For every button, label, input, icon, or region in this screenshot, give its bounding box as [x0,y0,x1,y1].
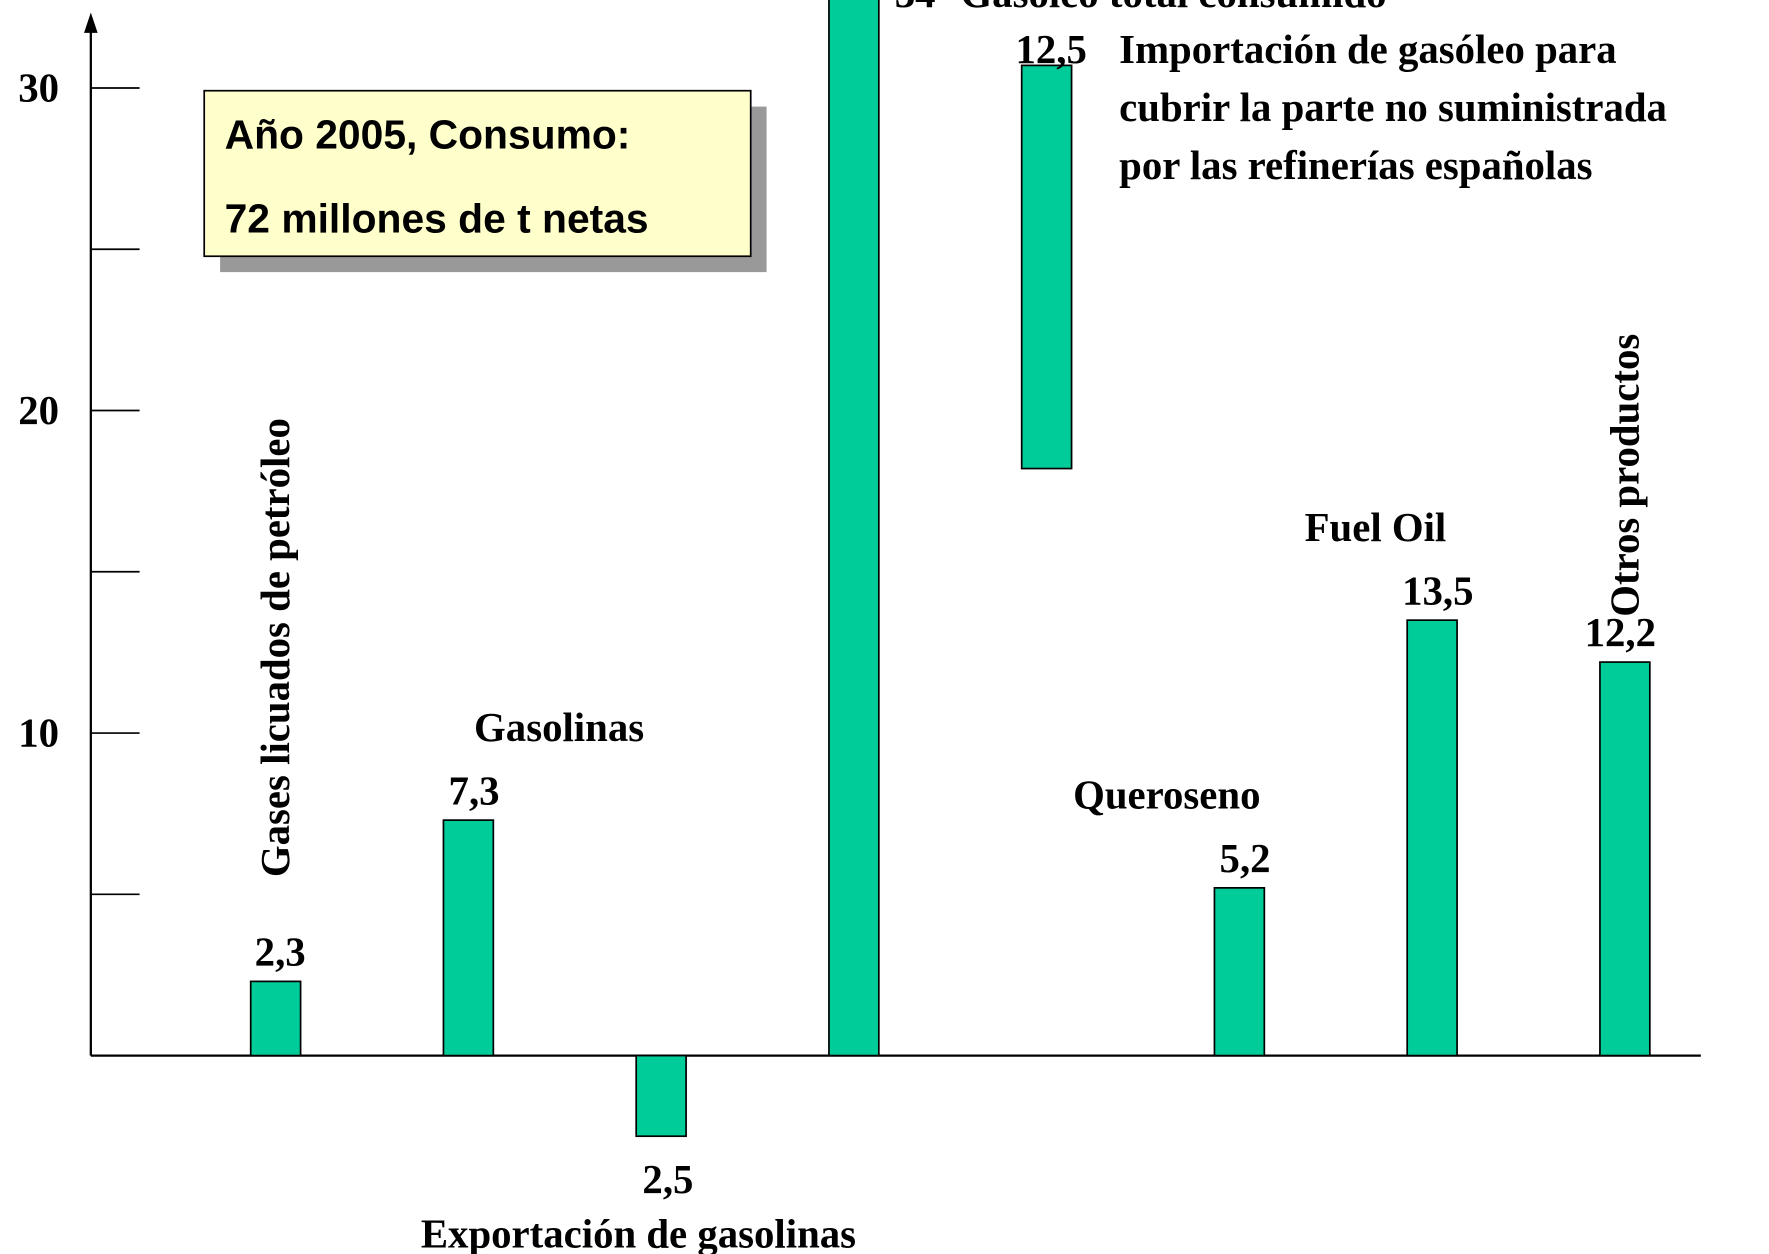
bar [1020,64,1073,470]
bar [635,1054,687,1138]
bar [1406,619,1458,1057]
value-label: 34 [895,0,936,16]
annotation-box: Año 2005, Consumo: 72 millones de t neta… [203,89,767,273]
category-label: por las refinerías españolas [1119,143,1592,188]
value-label: 2,3 [255,930,306,975]
category-label: Gasóleo total consumido [960,0,1386,16]
bar [1599,661,1651,1057]
category-label: Otros productos [1602,334,1647,617]
value-label: 12,5 [1015,27,1086,72]
y-axis-arrow [84,12,98,33]
category-label: Gases licuados de petróleo [253,418,298,877]
bar [1213,887,1266,1057]
category-label: cubrir la parte no suministrada [1119,85,1667,130]
value-label: 13,5 [1402,568,1473,613]
bar [249,980,302,1057]
category-label: Queroseno [1073,772,1260,817]
value-label: 7,3 [449,768,500,813]
category-label: Importación de gasóleo para [1119,27,1616,72]
value-label: 2,5 [642,1157,693,1202]
category-label: Gasolinas [474,705,644,750]
y-tick-label: 20 [18,388,59,433]
y-tick-label: 30 [18,66,59,111]
box [203,89,752,258]
annotation-line: Año 2005, Consumo: [225,112,631,158]
annotation-line: 72 millones de t netas [225,195,649,241]
category-label: Fuel Oil [1305,505,1447,550]
y-tick-label: 10 [18,711,59,756]
category-label: Exportación de gasolinas [421,1211,856,1254]
value-label: 12,2 [1585,610,1656,655]
bar [442,819,495,1057]
value-label: 5,2 [1220,836,1271,881]
bar [828,0,880,1057]
